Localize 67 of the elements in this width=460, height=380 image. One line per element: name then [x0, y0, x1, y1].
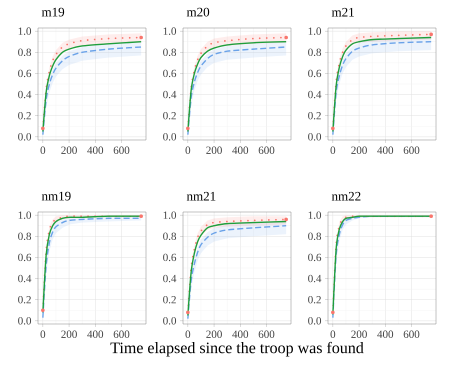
y-tick-label: 1.0: [164, 211, 176, 219]
y-tick-label: 0.6: [18, 70, 32, 78]
y-tick-label: 1.0: [308, 211, 322, 219]
y-tick-label: 0.6: [308, 70, 322, 78]
x-tick-label: 200: [351, 146, 367, 154]
y-tick-label: 0.0: [308, 133, 322, 141]
y-tick-label: 0.8: [18, 232, 32, 240]
x-tick-label: 400: [87, 146, 104, 154]
y-tick-label: 0.4: [18, 90, 32, 98]
chart-title: m21: [332, 8, 354, 16]
y-tick-label: 0.8: [18, 48, 32, 56]
x-tick-label: 600: [404, 330, 420, 338]
y-tick-label: 0.4: [308, 90, 322, 98]
y-tick-label: 0.4: [308, 274, 322, 282]
x-tick-label: 400: [87, 330, 104, 338]
y-tick-label: 1.0: [164, 27, 176, 35]
x-tick-label: 0: [40, 330, 46, 338]
x-tick-label: 600: [404, 146, 420, 154]
y-tick-label: 0.8: [163, 48, 176, 56]
chart-title: nm19: [42, 192, 71, 200]
y-tick-label: 0.6: [18, 254, 32, 262]
x-tick-label: 600: [114, 330, 130, 338]
y-tick-label: 1.0: [18, 211, 32, 219]
x-tick-label: 600: [258, 146, 274, 154]
y-tick-label: 0.8: [308, 232, 322, 240]
x-tick-label: 600: [114, 146, 130, 154]
y-tick-label: 0.6: [163, 254, 176, 262]
y-tick-label: 0.0: [18, 133, 32, 141]
y-tick-label: 0.8: [308, 48, 322, 56]
x-tick-label: 200: [351, 330, 367, 338]
x-tick-label: 600: [258, 330, 274, 338]
y-tick-label: 0.2: [308, 112, 321, 120]
x-tick-label: 0: [40, 146, 46, 154]
chart-title: nm22: [332, 192, 360, 200]
x-tick-label: 0: [330, 330, 336, 338]
x-tick-label: 0: [330, 146, 336, 154]
y-tick-label: 0.6: [308, 254, 322, 262]
y-tick-label: 0.2: [163, 296, 176, 304]
y-tick-label: 0.0: [163, 133, 176, 141]
y-tick-label: 0.4: [163, 274, 176, 282]
y-tick-label: 0.0: [308, 317, 322, 325]
y-tick-label: 0.2: [18, 112, 31, 120]
x-tick-label: 400: [377, 330, 394, 338]
y-tick-label: 0.6: [163, 70, 176, 78]
y-tick-label: 0.0: [18, 317, 32, 325]
y-tick-label: 0.0: [163, 317, 176, 325]
y-tick-label: 0.4: [163, 90, 176, 98]
y-tick-label: 0.2: [163, 112, 176, 120]
chart-title: nm21: [186, 192, 216, 200]
x-tick-label: 0: [186, 146, 190, 154]
y-tick-label: 0.2: [308, 296, 321, 304]
x-tick-label: 200: [206, 330, 222, 338]
y-tick-label: 0.4: [18, 274, 32, 282]
chart-title: m19: [42, 8, 64, 16]
x-tick-label: 0: [186, 330, 190, 338]
x-tick-label: 400: [232, 330, 248, 338]
y-tick-label: 0.2: [18, 296, 31, 304]
y-tick-label: 1.0: [308, 27, 322, 35]
chart-title: m20: [186, 8, 210, 16]
x-tick-label: 400: [377, 146, 394, 154]
x-tick-label: 200: [206, 146, 222, 154]
x-axis-title: Time elapsed since the troop was found: [110, 342, 364, 356]
y-tick-label: 0.8: [163, 232, 176, 240]
x-tick-label: 400: [232, 146, 248, 154]
x-tick-label: 200: [61, 330, 77, 338]
x-tick-label: 200: [61, 146, 77, 154]
y-tick-label: 1.0: [18, 27, 32, 35]
